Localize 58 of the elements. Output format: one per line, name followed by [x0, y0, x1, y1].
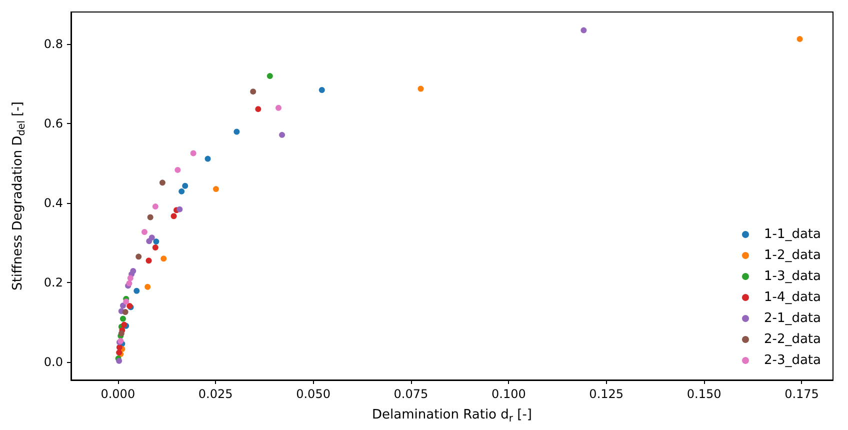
y-axis-title: Stiffness Degradation Ddel [-] [10, 102, 28, 290]
point [318, 86, 325, 93]
point [182, 182, 188, 189]
point [234, 128, 240, 135]
point [120, 302, 126, 309]
legend-label: 1-4_data [764, 290, 821, 305]
point [136, 254, 142, 260]
point [146, 258, 152, 264]
x-tick-label: 0.125 [589, 387, 624, 401]
point [152, 244, 158, 251]
point [170, 213, 177, 220]
y-tick-label: 0.6 [44, 116, 63, 130]
point [152, 204, 158, 210]
legend-label: 1-1_data [764, 227, 821, 242]
x-tick-label: 0.075 [394, 387, 428, 401]
point [123, 298, 130, 305]
point [153, 238, 160, 245]
point [127, 275, 134, 282]
x-tick-label: 0.050 [296, 387, 330, 401]
y-tick-label: 0.8 [44, 36, 63, 51]
point [144, 284, 151, 290]
point [796, 36, 803, 42]
point [255, 106, 262, 112]
legend-label: 2-2_data [764, 332, 821, 347]
y-tick-label: 0.4 [44, 196, 63, 210]
point [266, 73, 273, 80]
point [134, 288, 140, 294]
x-tick-label: 0.000 [100, 387, 136, 401]
legend-label: 1-2_data [764, 248, 821, 263]
point [146, 238, 152, 244]
point [174, 166, 181, 173]
y-tick-label: 0.2 [44, 276, 63, 290]
point [276, 104, 282, 111]
point [250, 88, 256, 95]
point [178, 188, 185, 194]
x-tick-label: 0.025 [198, 387, 233, 401]
point [126, 280, 132, 286]
point [120, 316, 126, 322]
point [176, 206, 183, 212]
point [159, 180, 166, 186]
point [118, 330, 124, 336]
legend-label: 2-1_data [764, 311, 821, 326]
point [160, 256, 167, 262]
point [279, 132, 286, 138]
point [190, 150, 196, 156]
x-tick-label: 0.175 [784, 387, 819, 401]
point [580, 27, 587, 34]
x-tick-label: 0.100 [491, 387, 526, 401]
legend-label: 2-3_data [764, 353, 821, 368]
x-tick-label: 0.150 [686, 387, 722, 401]
point [204, 156, 211, 162]
point [122, 308, 128, 315]
point [212, 186, 219, 192]
point [141, 229, 148, 236]
legend-label: 1-3_data [764, 269, 821, 284]
point [418, 86, 424, 92]
y-tick-label: 0.0 [44, 355, 63, 370]
point [147, 214, 154, 220]
